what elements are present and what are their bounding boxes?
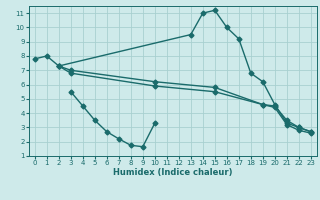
X-axis label: Humidex (Indice chaleur): Humidex (Indice chaleur) xyxy=(113,168,233,177)
